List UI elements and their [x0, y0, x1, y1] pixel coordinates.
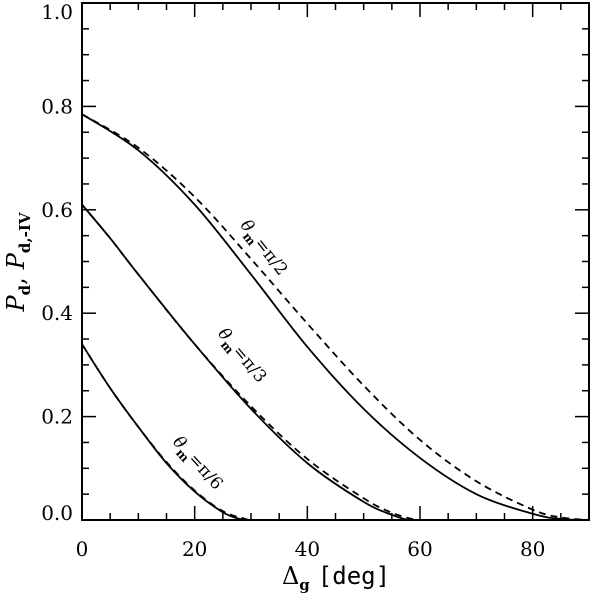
y-axis-title-sub1: d: [16, 284, 34, 295]
y-axis-title-p1: P: [2, 295, 30, 313]
y-axis-title-sub2: d,-IV: [16, 212, 34, 253]
x-tick-label: 80: [520, 537, 545, 561]
x-axis-title-unit: [deg]: [318, 562, 390, 590]
series-5-solid-line: [82, 343, 252, 520]
y-tick-label: 0.6: [41, 198, 73, 222]
curve-label-value: =π/2: [250, 234, 292, 279]
y-tick-label: 0.2: [41, 405, 73, 429]
plot-frame: [81, 2, 590, 521]
x-tick-label: 20: [182, 537, 207, 561]
series-6-dashed-line: [82, 343, 252, 520]
x-axis-title-symbol: Δ: [282, 562, 299, 590]
y-tick-label: 0.8: [41, 94, 73, 118]
curve-label-5: θm=π/6: [166, 432, 227, 496]
y-tick-label: 0.4: [41, 301, 73, 325]
series-3-solid-line: [82, 204, 420, 520]
x-tick-label: 40: [295, 537, 320, 561]
y-axis-title-sep: ,: [2, 277, 30, 285]
x-axis-title: Δg [deg]: [282, 562, 390, 593]
curve-label-value: =π/3: [228, 342, 270, 387]
series-1-solid-line: [82, 113, 589, 520]
x-axis-title-sub: g: [299, 576, 310, 593]
x-tick-label: 60: [407, 537, 432, 561]
y-tick-label: 1.0: [41, 0, 73, 24]
y-axis-title: Pd, Pd,-IV: [2, 212, 34, 312]
x-tick-label: 0: [76, 537, 89, 561]
series-2-dashed-line: [82, 113, 589, 520]
curve-label-3: θm=π/3: [211, 324, 270, 389]
series-4-dashed-line: [82, 204, 421, 520]
curve-label-1: θm=π/2: [233, 216, 291, 281]
y-axis-title-p2: P: [2, 252, 30, 270]
y-tick-label: 0.0: [41, 501, 73, 525]
